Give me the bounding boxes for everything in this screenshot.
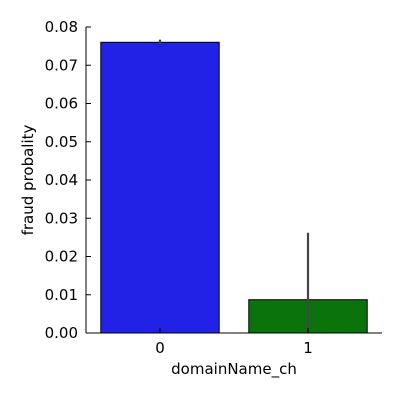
x-tick-label-0: 0 <box>155 339 165 357</box>
y-tick-label-0: 0.00 <box>45 324 78 342</box>
y-tick-label-3: 0.03 <box>45 209 78 227</box>
y-tick-label-7: 0.07 <box>45 56 78 74</box>
x-axis-label: domainName_ch <box>171 360 297 379</box>
y-tick-label-2: 0.02 <box>45 248 78 266</box>
bar-0 <box>100 41 220 334</box>
y-tick-label-1: 0.01 <box>45 286 78 304</box>
y-tick-label-8: 0.08 <box>45 18 78 36</box>
x-tick-label-1: 1 <box>303 339 313 357</box>
y-tick-label-4: 0.04 <box>45 171 78 189</box>
y-axis-label: fraud probality <box>19 124 37 235</box>
y-tick-label-6: 0.06 <box>45 95 78 113</box>
y-tick-label-5: 0.05 <box>45 133 78 151</box>
